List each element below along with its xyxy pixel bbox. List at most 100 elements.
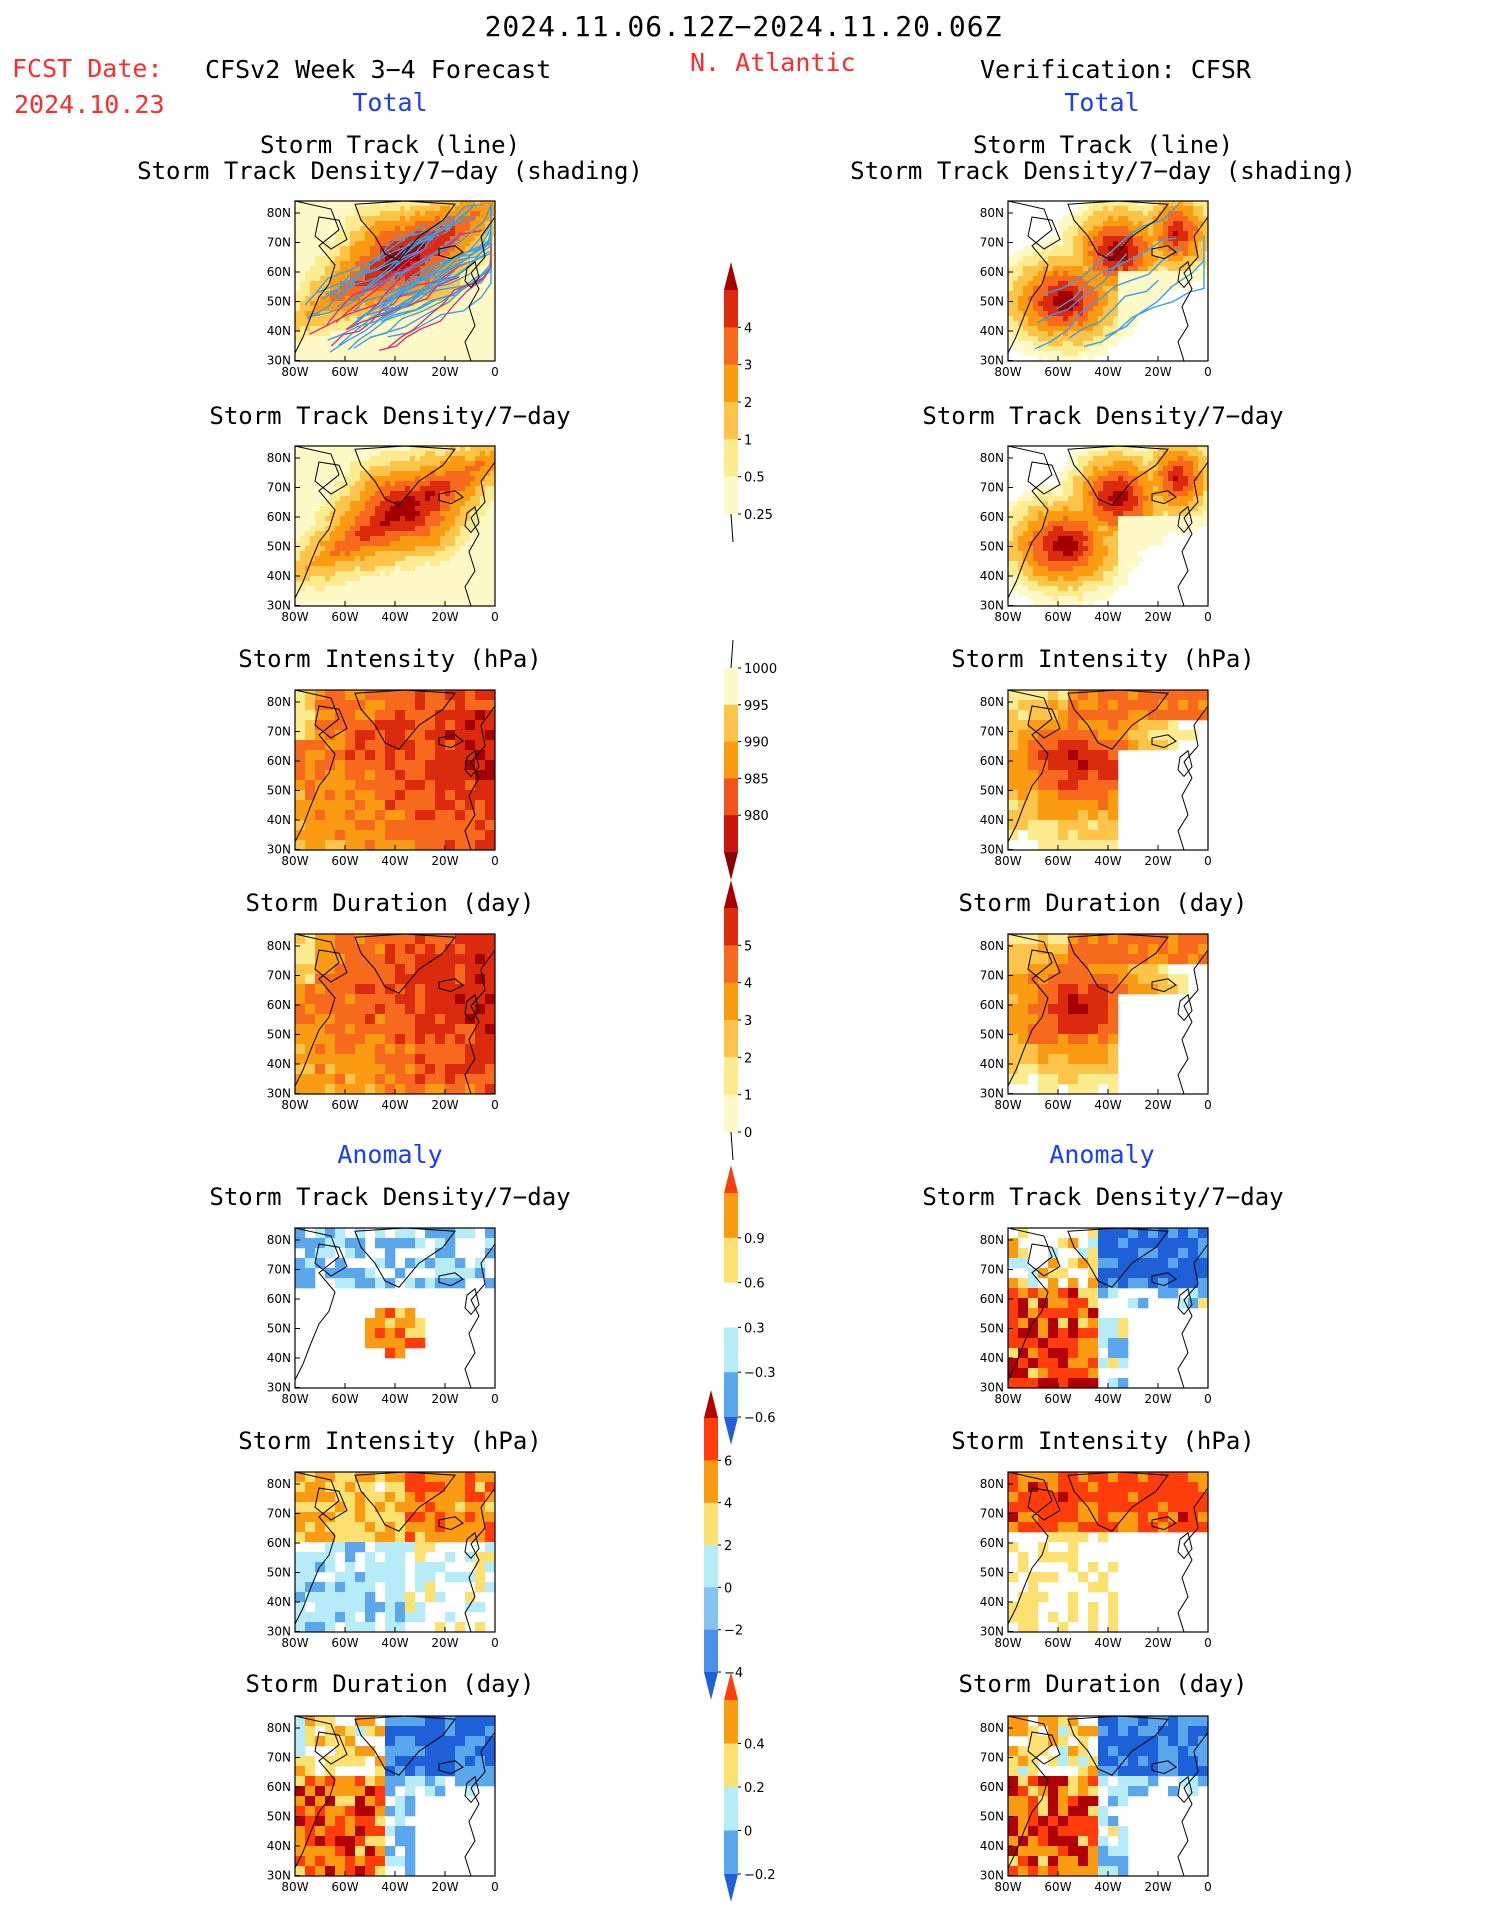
field-cell xyxy=(1018,311,1024,317)
field-cell xyxy=(1018,571,1024,577)
field-cell xyxy=(1043,286,1049,292)
field-cell xyxy=(375,321,381,327)
field-cell xyxy=(465,501,471,507)
field-cell xyxy=(1023,296,1029,302)
field-cell xyxy=(350,511,356,517)
field-cell xyxy=(1148,256,1154,262)
field-cell xyxy=(385,601,391,607)
field-cell xyxy=(325,581,331,587)
field-cell xyxy=(1043,306,1049,312)
field-cell xyxy=(390,461,396,467)
field-cell xyxy=(1078,586,1084,592)
field-cell xyxy=(1058,306,1064,312)
field-cell xyxy=(475,201,481,207)
field-cell xyxy=(395,700,406,711)
field-cell xyxy=(365,546,371,552)
field-cell xyxy=(1123,286,1129,292)
field-cell xyxy=(455,311,461,317)
field-cell xyxy=(1083,596,1089,602)
field-cell xyxy=(475,586,481,592)
field-cell xyxy=(380,486,386,492)
field-cell xyxy=(340,581,346,587)
field-cell xyxy=(1098,526,1104,532)
field-cell xyxy=(1153,466,1159,472)
field-cell xyxy=(1128,211,1134,217)
field-cell xyxy=(1008,321,1014,327)
field-cell xyxy=(1153,511,1159,517)
field-cell xyxy=(1048,531,1054,537)
field-cell xyxy=(395,750,406,761)
field-cell xyxy=(310,351,316,357)
field-cell xyxy=(340,466,346,472)
field-cell xyxy=(400,346,406,352)
field-cell xyxy=(390,516,396,522)
field-cell xyxy=(1033,281,1039,287)
field-cell xyxy=(455,486,461,492)
field-cell xyxy=(400,281,406,287)
field-cell xyxy=(420,601,426,607)
field-cell xyxy=(1103,246,1109,252)
field-cell xyxy=(430,561,436,567)
field-cell xyxy=(405,241,411,247)
field-cell xyxy=(395,231,401,237)
field-cell xyxy=(460,326,466,332)
field-cell xyxy=(370,561,376,567)
field-cell xyxy=(455,556,461,562)
field-cell xyxy=(1123,246,1129,252)
field-cell xyxy=(335,591,341,597)
field-cell xyxy=(365,536,371,542)
field-cell xyxy=(320,241,326,247)
field-cell xyxy=(320,211,326,217)
left-p2-title: Storm Track Density/7−day xyxy=(209,402,571,430)
field-cell xyxy=(1138,451,1144,457)
field-cell xyxy=(1098,221,1104,227)
field-cell xyxy=(295,800,306,811)
field-cell xyxy=(1073,311,1079,317)
field-cell xyxy=(1183,476,1189,482)
field-cell xyxy=(435,206,441,212)
field-cell xyxy=(1098,216,1104,222)
field-cell xyxy=(1093,326,1099,332)
field-cell xyxy=(1133,256,1139,262)
field-cell xyxy=(310,466,316,472)
field-cell xyxy=(1183,456,1189,462)
field-cell xyxy=(455,221,461,227)
field-cell xyxy=(1133,516,1139,522)
field-cell xyxy=(1063,566,1069,572)
field-cell xyxy=(380,541,386,547)
field-cell xyxy=(1173,521,1179,527)
field-cell xyxy=(470,266,476,272)
field-cell xyxy=(1188,451,1194,457)
field-cell xyxy=(1078,596,1084,602)
field-cell xyxy=(1163,506,1169,512)
field-cell xyxy=(1073,501,1079,507)
field-cell xyxy=(1133,451,1139,457)
field-cell xyxy=(335,541,341,547)
field-cell xyxy=(390,221,396,227)
storm-track-line xyxy=(362,215,451,291)
field-cell xyxy=(360,236,366,242)
field-cell xyxy=(300,236,306,242)
field-cell xyxy=(370,461,376,467)
field-cell xyxy=(315,730,326,741)
field-cell xyxy=(345,541,351,547)
field-cell xyxy=(395,266,401,272)
field-cell xyxy=(1098,226,1104,232)
field-cell xyxy=(1058,571,1064,577)
field-cell xyxy=(380,206,386,212)
right-p2-title: Storm Track Density/7−day xyxy=(922,402,1284,430)
field-cell xyxy=(1118,226,1124,232)
field-cell xyxy=(330,346,336,352)
coastline xyxy=(294,689,340,843)
field-cell xyxy=(1128,541,1134,547)
field-cell xyxy=(360,321,366,327)
field-cell xyxy=(355,810,366,821)
field-cell xyxy=(430,341,436,347)
field-cell xyxy=(1108,301,1114,307)
field-cell xyxy=(1063,596,1069,602)
field-cell xyxy=(315,576,321,582)
field-cell xyxy=(1053,526,1059,532)
field-cell xyxy=(405,501,411,507)
field-cell xyxy=(470,271,476,277)
field-cell xyxy=(1138,526,1144,532)
